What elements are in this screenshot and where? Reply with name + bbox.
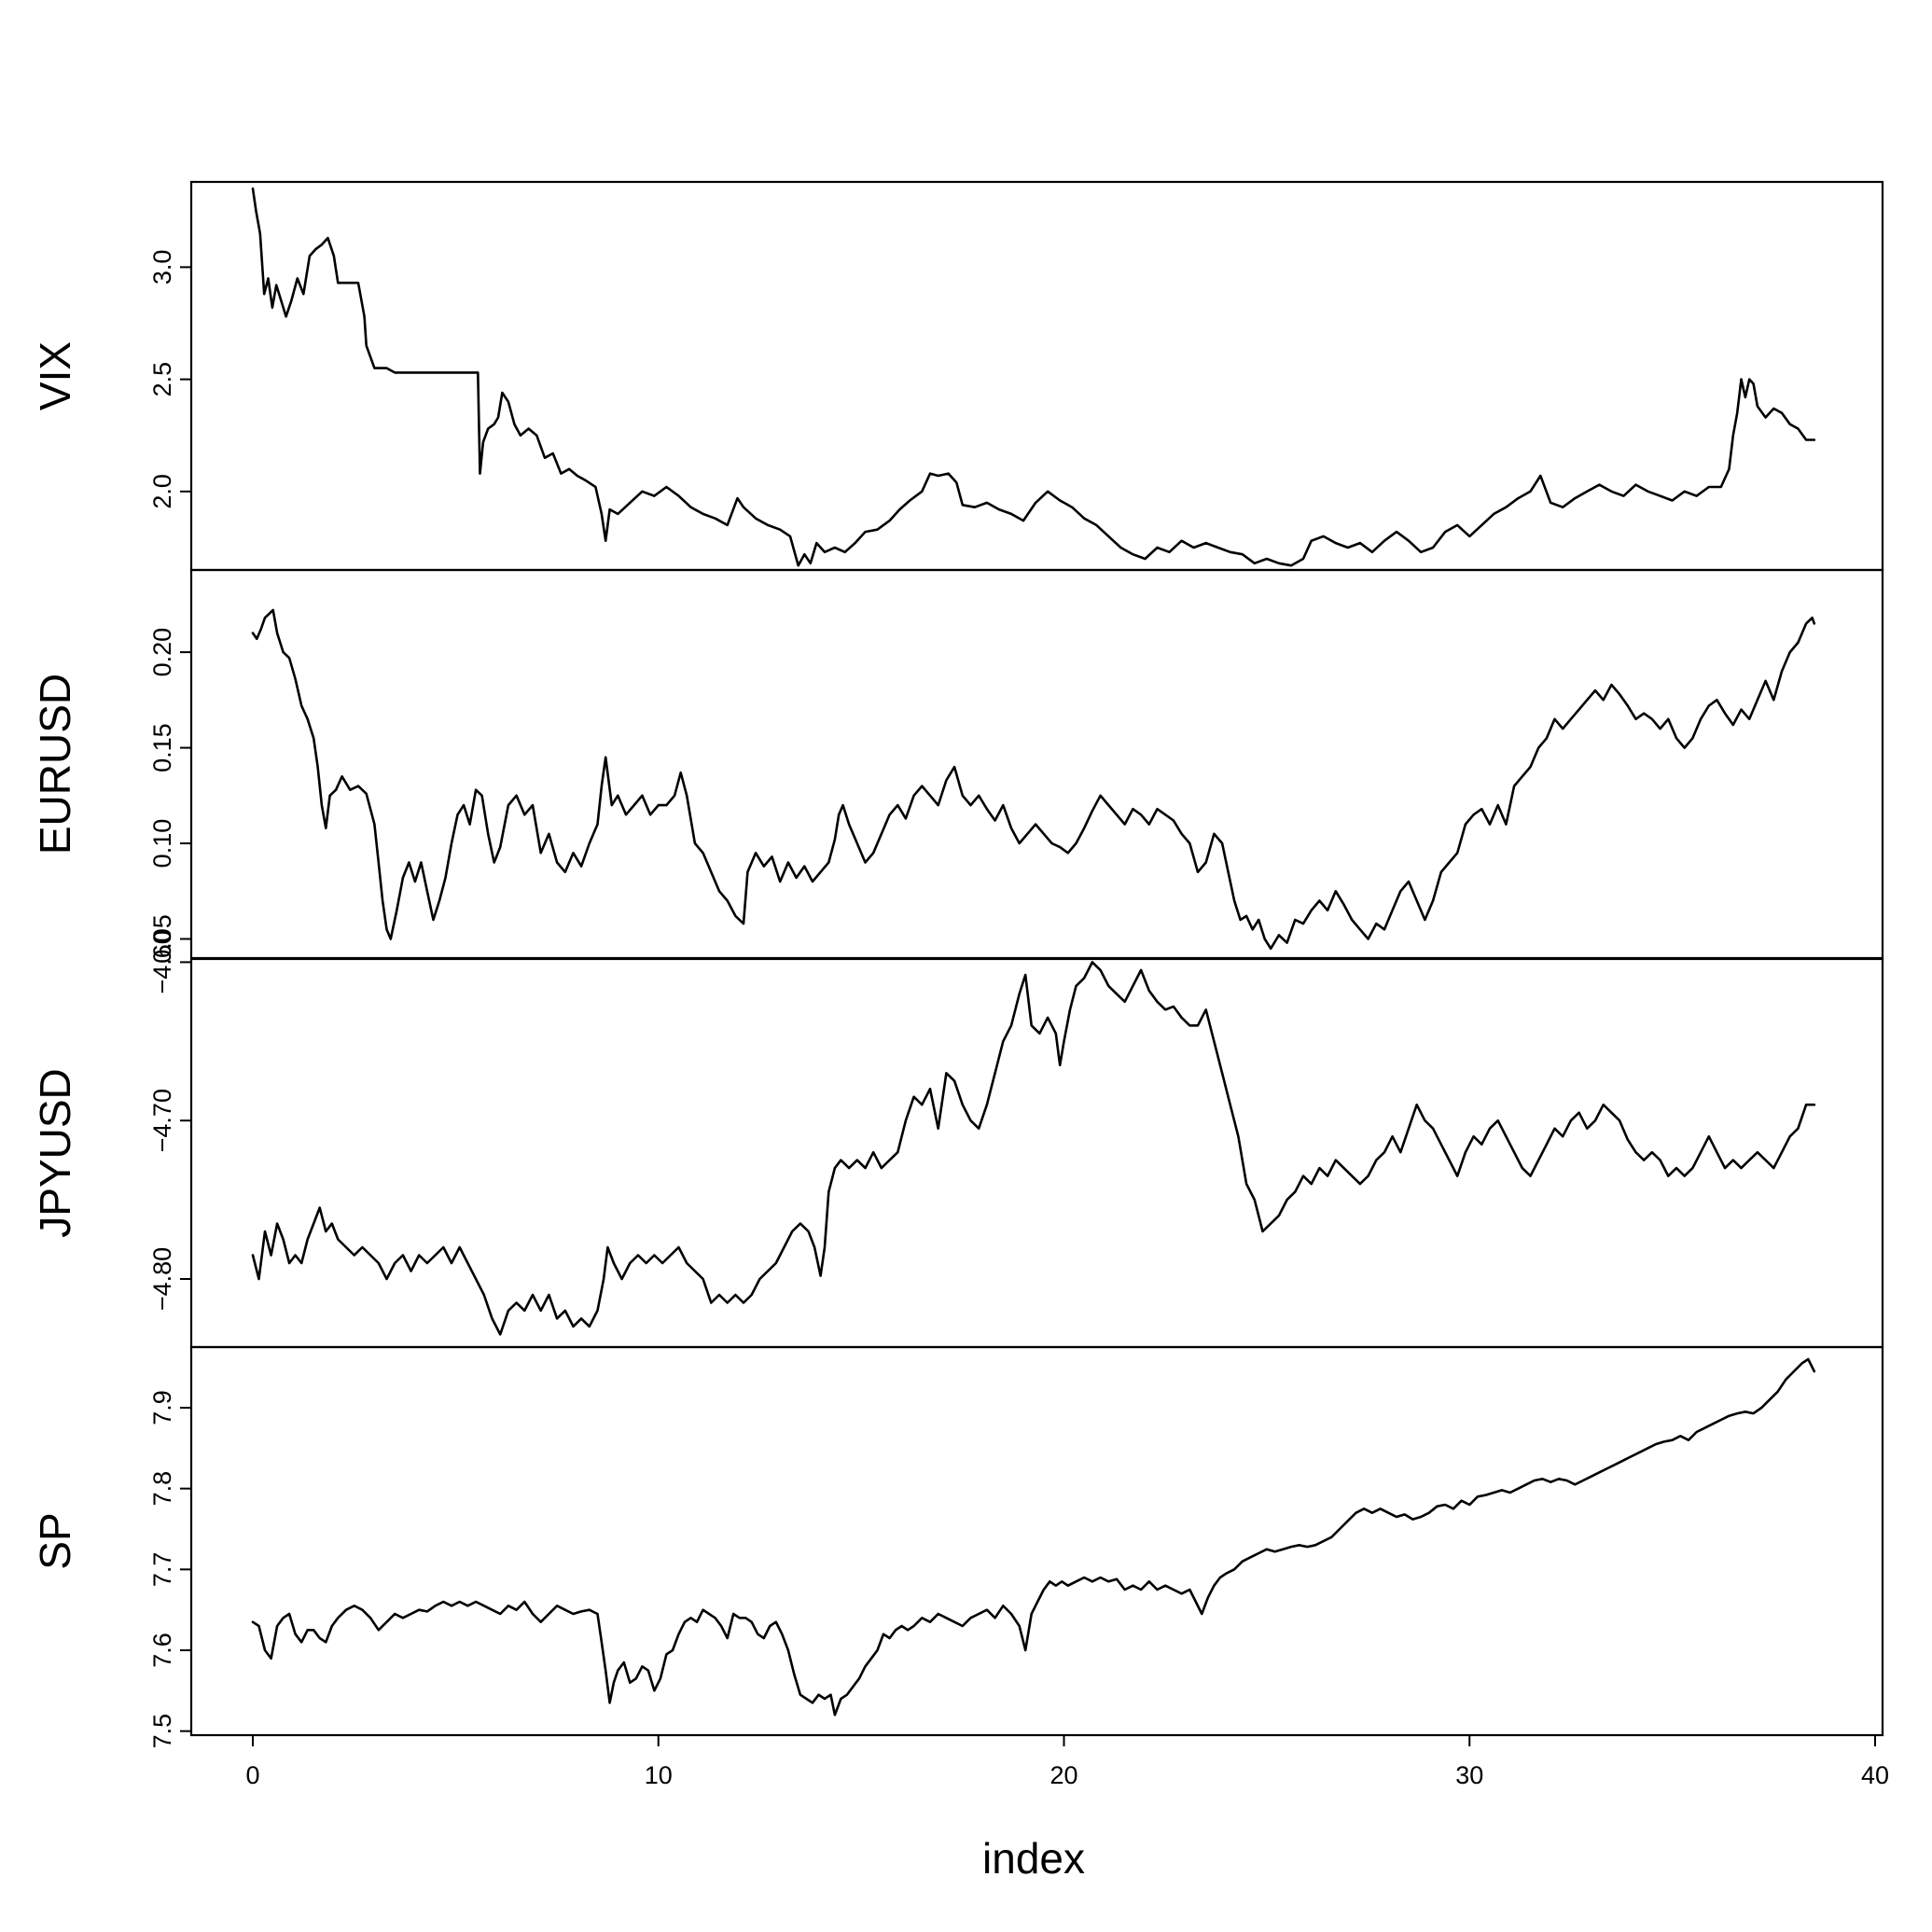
y-tick-label-vix: 2.5 [148, 362, 176, 397]
series-line-eurusd [251, 608, 1816, 951]
x-axis: 0 10 20 30 40 [245, 1734, 1889, 1789]
x-tick-label: 0 [245, 1761, 259, 1789]
panel-frame-eurusd [189, 568, 1884, 960]
series-line-jpyusd [251, 961, 1816, 1336]
y-tick-label-jpyusd: −4.80 [148, 1247, 176, 1311]
y-tick-label-sp: 7.6 [148, 1633, 176, 1668]
x-tick-label: 20 [1049, 1761, 1077, 1789]
y-tick-label-eurusd: 0.20 [148, 628, 176, 677]
x-tick-label: 30 [1455, 1761, 1483, 1789]
panel-title-sp: SP [31, 1512, 79, 1569]
y-tick-label-eurusd: 0.10 [148, 819, 176, 869]
y-tick-label-sp: 7.7 [148, 1552, 176, 1588]
panel-eurusd: 0.05 0.10 0.15 0.20 EURUSD [31, 568, 1884, 964]
panel-frame-vix [189, 180, 1884, 572]
panel-frame-jpyusd [189, 957, 1884, 1349]
y-tick-label-sp: 7.5 [148, 1714, 176, 1749]
y-tick-label-eurusd: 0.05 [148, 914, 176, 964]
y-tick-label-vix: 2.0 [148, 474, 176, 509]
panel-frame-sp [189, 1345, 1884, 1737]
x-axis-title: index [982, 1834, 1085, 1883]
series-line-vix [251, 187, 1816, 567]
y-tick-label-sp: 7.8 [148, 1471, 176, 1507]
y-tick-label-jpyusd: −4.60 [148, 930, 176, 994]
x-tick-label: 40 [1861, 1761, 1889, 1789]
chart-panels: 2.02.53.0VIX0.050.100.150.20EURUSD−4.80−… [31, 180, 1884, 1749]
y-tick-label-eurusd: 0.15 [148, 723, 176, 772]
y-tick-label-sp: 7.9 [148, 1390, 176, 1425]
y-tick-label-jpyusd: −4.70 [148, 1089, 176, 1152]
panel-sp: 7.5 7.6 7.7 7.8 7.9 SP [31, 1345, 1884, 1749]
panel-title-vix: VIX [31, 341, 79, 410]
x-tick-label: 10 [645, 1761, 673, 1789]
y-tick-label-vix: 3.0 [148, 250, 176, 285]
panel-title-eurusd: EURUSD [31, 674, 79, 855]
series-line-sp [251, 1357, 1816, 1717]
panel-vix: 2.0 2.5 3.0 VIX [31, 180, 1884, 572]
panel-jpyusd: −4.80 −4.70 −4.60 JPYUSD [31, 930, 1884, 1349]
panel-title-jpyusd: JPYUSD [31, 1068, 79, 1237]
